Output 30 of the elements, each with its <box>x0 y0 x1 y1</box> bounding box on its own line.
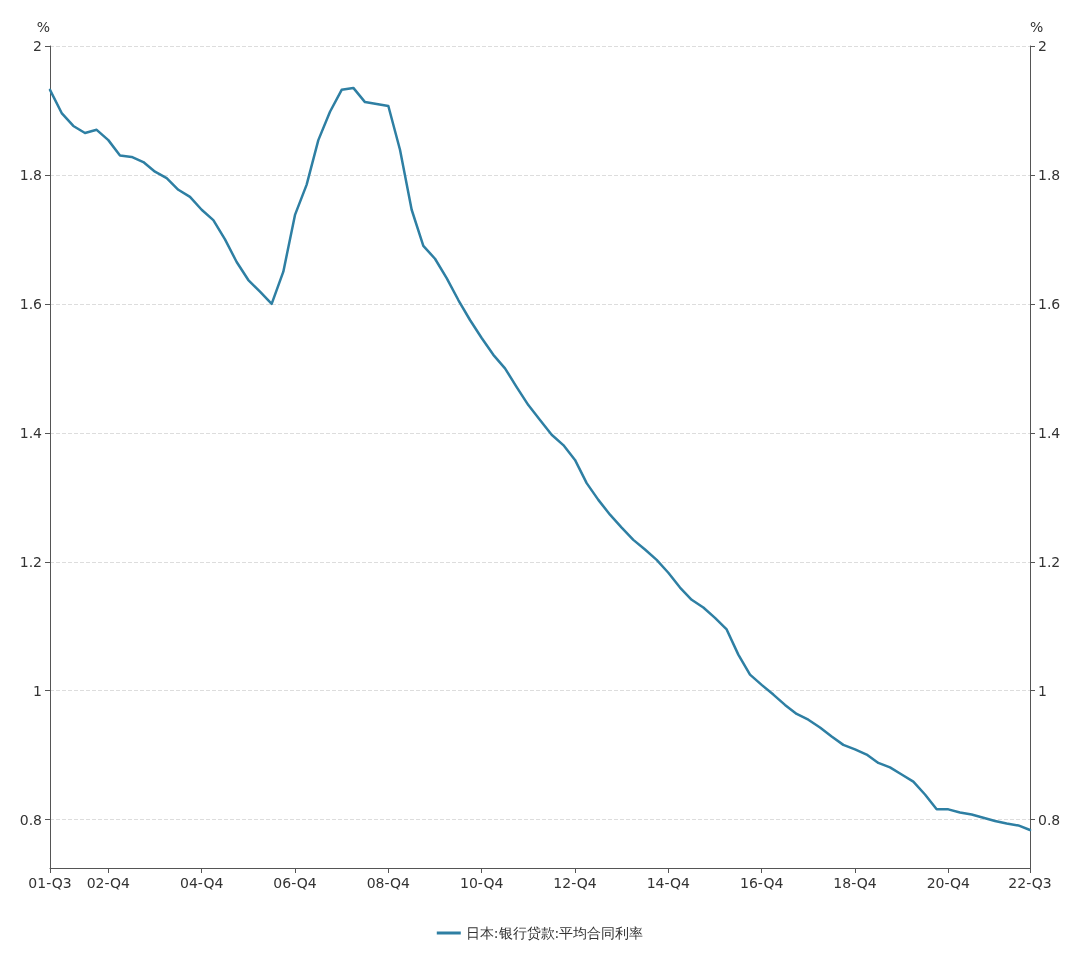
x-tick-label: 22-Q3 <box>1008 875 1052 891</box>
y-tick-label: 1.6 <box>19 295 43 312</box>
x-tick-label: 20-Q4 <box>926 875 971 891</box>
y-tick-label: 1.4 <box>19 424 43 441</box>
y2-tick-label: 2 <box>1038 38 1047 54</box>
y-tick-label: 0.8 <box>19 811 42 828</box>
y2-tick-label: 0.8 <box>1038 811 1061 828</box>
y2-tick-label: 1 <box>1038 682 1047 699</box>
y2-tick-label: 1.2 <box>1038 553 1061 570</box>
y-tick-label: 1.2 <box>19 553 42 570</box>
x-tick-label: 08-Q4 <box>366 875 411 891</box>
x-tick-label: 01-Q3 <box>28 875 72 891</box>
line-series <box>48 86 1032 832</box>
x-tick-label: 10-Q4 <box>460 875 504 891</box>
x-tick-label: 12-Q4 <box>553 875 597 891</box>
y-axis-title: % <box>36 19 50 35</box>
y2-tick-label: 1.6 <box>1038 295 1061 312</box>
y2-axis-title: % <box>1030 19 1044 35</box>
y-tick-label: 1 <box>33 682 42 699</box>
x-tick-label: 06-Q4 <box>273 875 317 891</box>
y2-tick-label: 1.4 <box>1038 424 1061 441</box>
x-tick-label: 04-Q4 <box>180 875 224 891</box>
x-tick-label: 02-Q4 <box>86 875 131 891</box>
y-tick-label: 1.8 <box>19 166 42 183</box>
x-tick-label: 16-Q4 <box>740 875 784 891</box>
y2-tick-label: 1.8 <box>1038 166 1061 183</box>
x-tick-label: 14-Q4 <box>646 875 691 891</box>
x-tick-label: 18-Q4 <box>833 875 877 891</box>
y-tick-label: 2 <box>33 38 42 54</box>
legend-label: 日本:银行贷款:平均合同利率 <box>465 925 644 941</box>
